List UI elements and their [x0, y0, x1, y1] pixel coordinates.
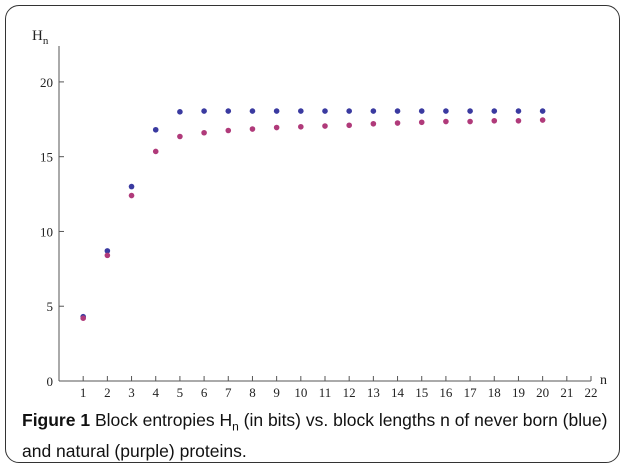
x-tick-label: 3: [128, 385, 135, 400]
data-point-natural: [273, 124, 280, 131]
data-point-never-born: [104, 248, 111, 254]
data-point-never-born: [467, 108, 473, 114]
data-point-never-born: [298, 108, 304, 114]
data-point-never-born: [152, 126, 159, 133]
data-point-never-born: [177, 109, 183, 115]
data-point-natural: [370, 120, 377, 127]
x-tick-label: 13: [367, 385, 380, 400]
data-point-never-born: [128, 183, 135, 190]
y-tick-label: 10: [40, 224, 53, 239]
x-tick-label: 22: [585, 385, 598, 400]
data-point-natural: [225, 127, 232, 134]
data-point-natural: [467, 118, 473, 125]
x-tick-label: 15: [415, 385, 428, 400]
x-tick-label: 20: [536, 385, 549, 400]
x-tick-label: 18: [488, 385, 501, 400]
data-points: [80, 108, 546, 321]
data-point-natural: [491, 117, 498, 124]
data-point-natural: [128, 192, 135, 199]
caption-text-1: Block entropies H: [90, 410, 233, 430]
data-point-never-born: [443, 108, 449, 114]
x-tick-label: 9: [273, 385, 280, 400]
data-point-never-born: [225, 108, 232, 114]
data-point-never-born: [515, 108, 522, 114]
x-tick-label: 14: [391, 385, 405, 400]
x-tick-label: 8: [249, 385, 256, 400]
caption-subscript: n: [232, 419, 239, 434]
x-axis-label: n: [600, 373, 607, 388]
data-point-never-born: [249, 108, 256, 114]
data-point-never-born: [201, 108, 207, 114]
data-point-natural: [177, 133, 183, 140]
data-point-never-born: [346, 108, 352, 114]
data-point-natural: [539, 117, 546, 123]
x-tick-label: 17: [464, 385, 478, 400]
data-point-natural: [515, 117, 522, 124]
data-point-natural: [394, 120, 401, 126]
y-tick-label: 5: [47, 299, 54, 314]
caption-label: Figure 1: [22, 410, 91, 430]
x-tick-label: 2: [104, 385, 111, 400]
caption-text-2: (in bits) vs. block lengths n of never b…: [22, 410, 608, 461]
data-point-natural: [80, 315, 86, 321]
chart: 1 2 3 4 5 6 7 8 9 10 11 12 13 14 15 16 17 18 19 20 21 2205101…: [32, 28, 607, 400]
x-tick-label: 11: [319, 385, 332, 400]
x-tick-label: 4: [152, 385, 159, 400]
y-tick-label: 20: [40, 75, 53, 90]
data-point-natural: [298, 123, 304, 130]
y-tick-label: 0: [47, 374, 54, 389]
data-point-never-born: [418, 108, 425, 114]
data-point-natural: [152, 148, 159, 155]
data-point-never-born: [322, 108, 328, 114]
data-point-never-born: [491, 108, 498, 114]
x-tick-label: 5: [177, 385, 184, 400]
x-tick-label: 21: [560, 385, 573, 400]
data-point-natural: [249, 126, 256, 132]
data-point-never-born: [273, 108, 280, 114]
x-tick-label: 1: [80, 385, 87, 400]
data-point-natural: [322, 123, 328, 129]
data-point-natural: [104, 252, 111, 259]
figure-frame: [5, 5, 620, 463]
data-point-never-born: [539, 108, 546, 114]
y-axis-label: Hn: [32, 28, 49, 47]
data-point-natural: [443, 118, 449, 125]
x-tick-label: 12: [343, 385, 356, 400]
x-tick-label: 10: [294, 385, 307, 400]
figure-caption: Figure 1 Block entropies Hn (in bits) vs…: [22, 408, 612, 463]
data-point-natural: [201, 129, 207, 136]
data-point-natural: [346, 122, 352, 129]
axes: [58, 46, 591, 382]
x-tick-label: 19: [512, 385, 525, 400]
data-point-never-born: [394, 108, 401, 114]
x-tick-label: 7: [225, 385, 232, 400]
y-tick-label: 15: [40, 150, 53, 165]
data-point-natural: [418, 119, 425, 126]
ticks: 1 2 3 4 5 6 7 8 9 10 11 12 13 14 15 16 17 18 19 20 21 2205101…: [40, 75, 598, 400]
x-tick-label: 16: [439, 385, 453, 400]
x-tick-label: 6: [201, 385, 208, 400]
data-point-never-born: [370, 108, 377, 114]
